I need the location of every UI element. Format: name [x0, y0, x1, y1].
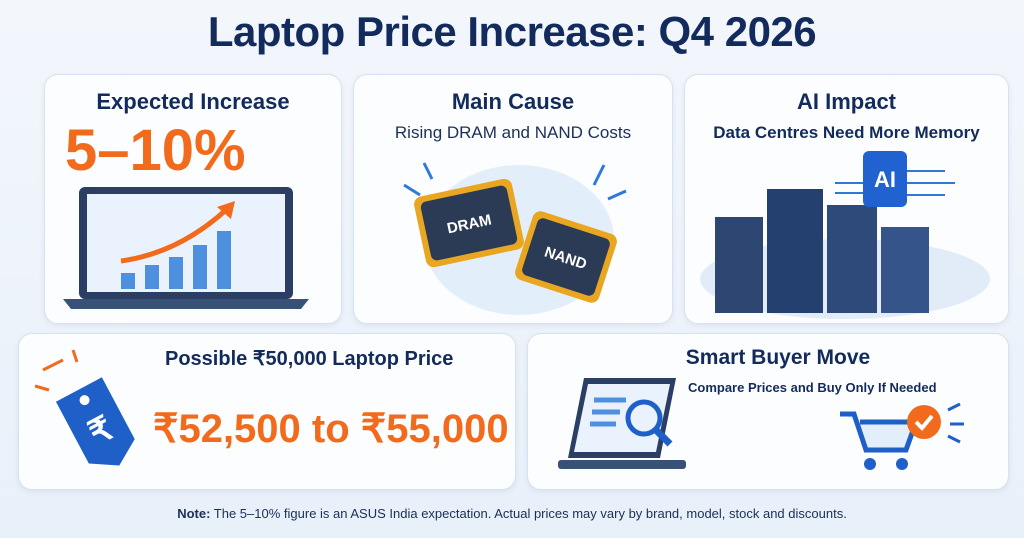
page-title: Laptop Price Increase: Q4 2026 [207, 8, 817, 55]
tag-hole [79, 395, 90, 406]
check [914, 414, 934, 431]
card-title: AI Impact [796, 89, 897, 114]
memory-chips-icon: DRAM NAND [403, 162, 627, 315]
icon-bar [193, 245, 207, 289]
screen [574, 384, 670, 452]
chip-label: AI [874, 167, 896, 192]
note-label: Note: [177, 506, 211, 521]
price-tag-icon: ₹ [34, 349, 135, 466]
highlight: ₹52,500 to ₹55,000 [153, 407, 509, 451]
card: ₹ Possible ₹50,000 Laptop Price ₹52,500 … [18, 333, 516, 490]
card-title: Possible ₹50,000 Laptop Price [165, 348, 454, 370]
dram-chip: DRAM [414, 178, 524, 268]
laptop-base [558, 460, 686, 469]
wheel [896, 458, 908, 470]
spark-lines [403, 162, 627, 201]
circuit-lines [835, 170, 955, 196]
note-text: The 5–10% figure is an ASUS India expect… [213, 506, 847, 521]
card-subtitle: Compare Prices and Buy Only If Needed [688, 380, 937, 395]
card: AI Impact Data Centres Need More Memory … [684, 74, 1009, 324]
laptop-chart-icon [63, 187, 309, 309]
magnifier-handle [653, 427, 673, 447]
ai-chip [863, 151, 907, 207]
icon-bar [217, 231, 231, 289]
spark-lines [947, 402, 964, 444]
highlight: 5–10% [65, 118, 246, 183]
server [767, 189, 823, 313]
card-subtitle: Rising DRAM and NAND Costs [394, 123, 632, 142]
icon-bar [145, 265, 159, 289]
wheel [864, 458, 876, 470]
tag [55, 377, 135, 466]
card-title: Main Cause [451, 89, 575, 114]
check-circle [907, 405, 941, 439]
card: Expected Increase 5–10% [44, 74, 342, 324]
cart [840, 411, 920, 453]
footer-note: Note: The 5–10% figure is an ASUS India … [0, 506, 1024, 521]
icon-bar [121, 273, 135, 289]
screen [87, 194, 285, 292]
laptop-search-icon [558, 378, 686, 469]
nand-chip: NAND [515, 211, 617, 303]
card: Main Cause Rising DRAM and NAND Costs DR… [353, 74, 673, 324]
card: Smart Buyer Move Compare Prices and Buy … [527, 333, 1009, 490]
trend-arrow [120, 207, 229, 264]
magnifier [625, 399, 663, 437]
icon-bar [169, 257, 183, 289]
server [881, 227, 929, 313]
card-subtitle: Data Centres Need More Memory [713, 123, 980, 142]
card-title: Smart Buyer Move [685, 346, 871, 369]
server [827, 205, 877, 313]
card-title: Expected Increase [96, 89, 290, 114]
arrow-head [217, 201, 235, 219]
laptop-base [63, 299, 309, 309]
server [715, 217, 763, 313]
cart-icon [840, 402, 964, 470]
server-ai-icon: AI [700, 151, 990, 319]
spark-lines [34, 349, 79, 392]
text-lines [590, 397, 626, 427]
